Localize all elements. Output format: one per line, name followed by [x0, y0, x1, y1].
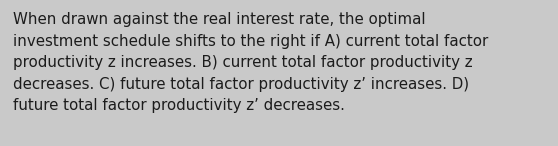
Text: When drawn against the real interest rate, the optimal
investment schedule shift: When drawn against the real interest rat…: [13, 12, 488, 113]
